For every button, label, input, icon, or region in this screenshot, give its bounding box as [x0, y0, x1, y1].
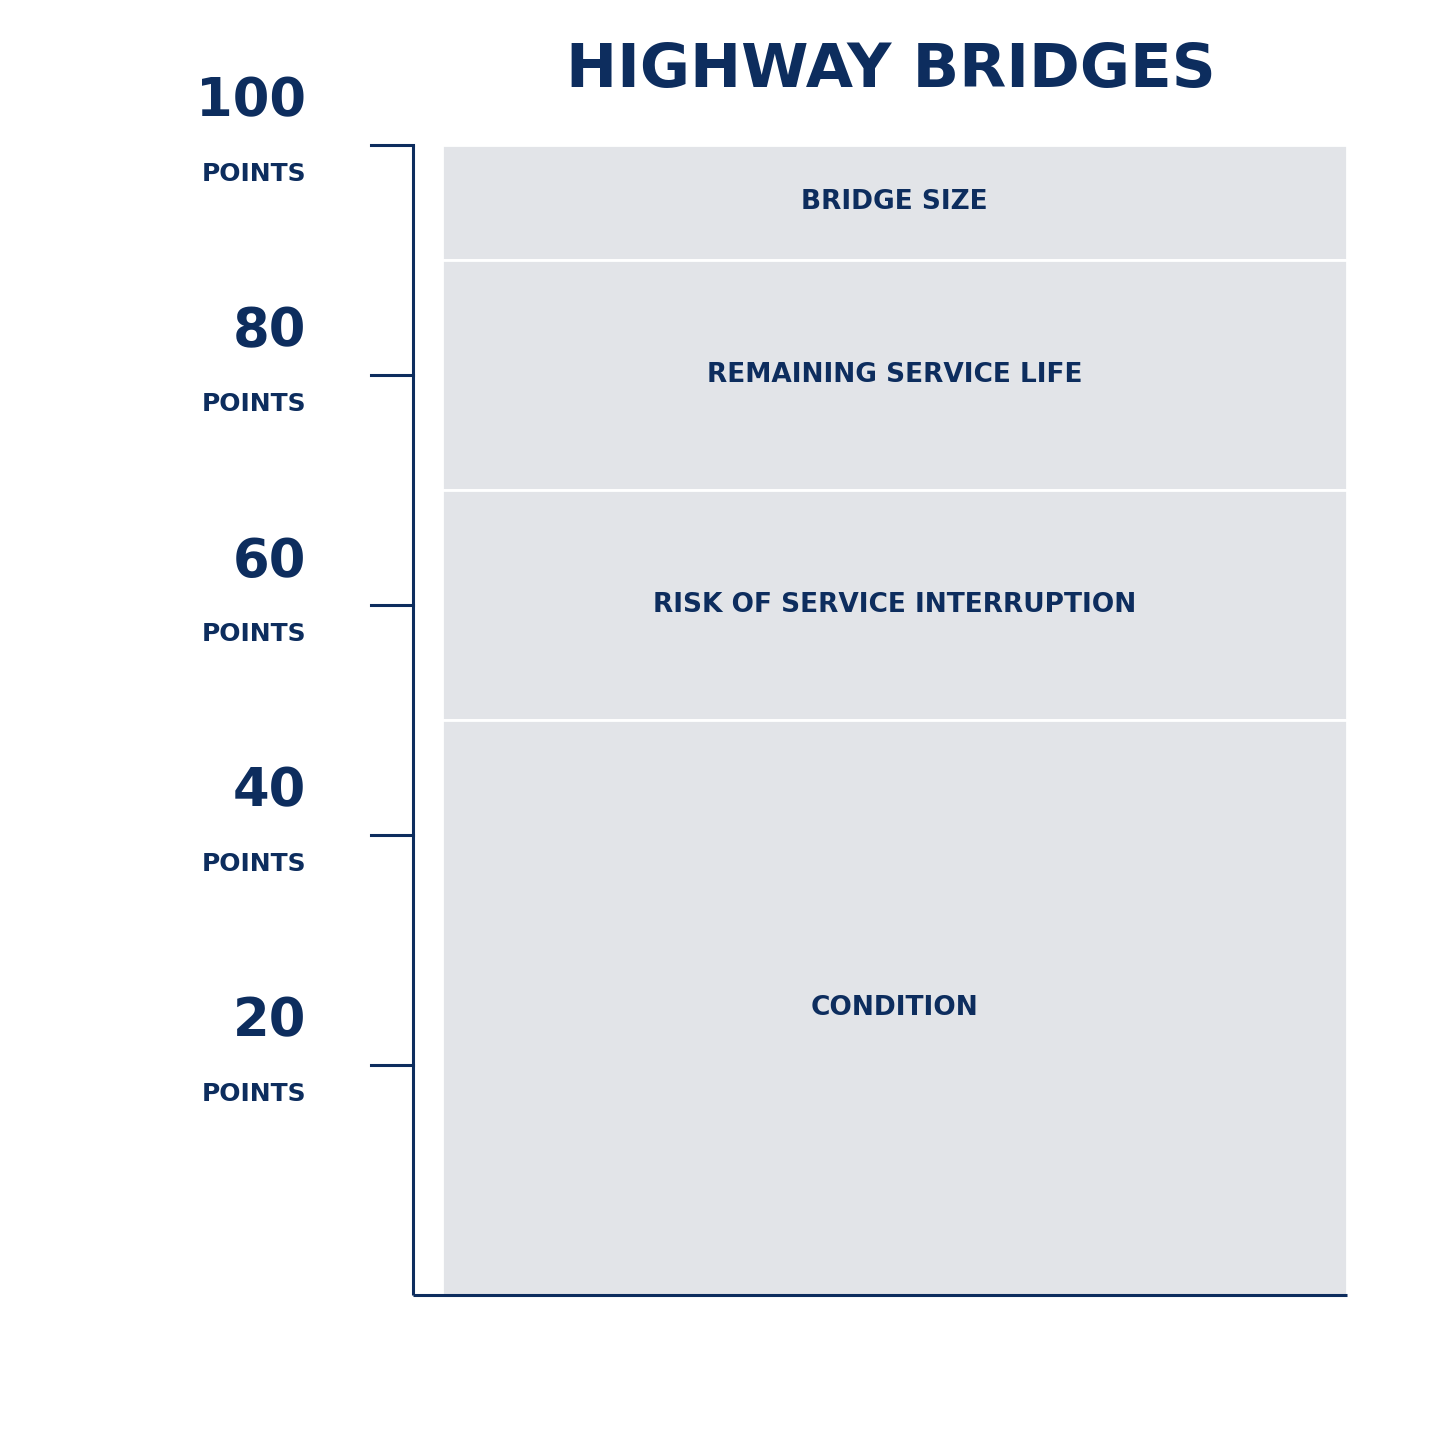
Text: CONDITION: CONDITION	[811, 995, 979, 1021]
FancyBboxPatch shape	[442, 261, 1348, 490]
Text: HIGHWAY BRIDGES: HIGHWAY BRIDGES	[566, 42, 1215, 101]
FancyBboxPatch shape	[442, 720, 1348, 1295]
Text: POINTS: POINTS	[202, 1083, 307, 1106]
Text: REMAINING SERVICE LIFE: REMAINING SERVICE LIFE	[707, 361, 1083, 387]
Text: RISK OF SERVICE INTERRUPTION: RISK OF SERVICE INTERRUPTION	[654, 592, 1136, 618]
Text: POINTS: POINTS	[202, 852, 307, 877]
Text: POINTS: POINTS	[202, 392, 307, 416]
Text: 80: 80	[233, 305, 307, 357]
Text: 100: 100	[196, 76, 307, 128]
Text: POINTS: POINTS	[202, 163, 307, 186]
FancyBboxPatch shape	[442, 145, 1348, 261]
Text: 60: 60	[233, 536, 307, 588]
Text: POINTS: POINTS	[202, 622, 307, 647]
Text: 40: 40	[233, 766, 307, 818]
Text: BRIDGE SIZE: BRIDGE SIZE	[802, 190, 988, 216]
Text: 20: 20	[233, 996, 307, 1048]
FancyBboxPatch shape	[442, 490, 1348, 720]
